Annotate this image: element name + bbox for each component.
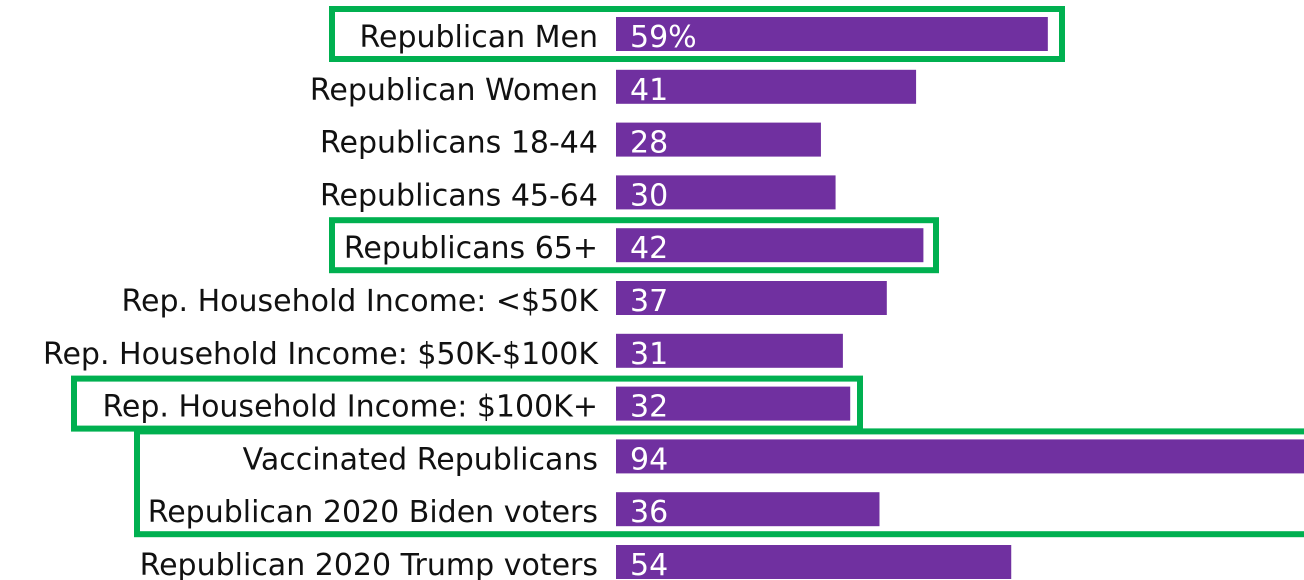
category-label-republicans-18-44: Republicans 18-44 [320, 126, 598, 161]
value-label-rep-household-income-100k: 32 [630, 390, 668, 425]
category-label-vaccinated-republicans: Vaccinated Republicans [243, 442, 598, 477]
highlight-box-1 [329, 6, 1065, 62]
value-label-rep-household-income-50k: 37 [630, 284, 668, 319]
category-label-rep-household-income-50k-100k: Rep. Household Income: $50K-$100K [43, 337, 599, 372]
value-label-republican-2020-trump-voters: 54 [630, 548, 668, 580]
value-label-republicans-65: 42 [630, 231, 668, 266]
category-labels: Republican Men Republican Women Republican… [43, 20, 599, 580]
highlight-boxes [71, 6, 1304, 538]
highlight-box-2 [329, 217, 939, 274]
category-label-republican-2020-trump-voters: Republican 2020 Trump voters [140, 548, 598, 580]
bar-rep-household-income-100k [616, 386, 851, 421]
bar-republicans-65 [616, 228, 924, 263]
category-label-republicans-65: Republicans 65+ [344, 231, 598, 266]
category-label-republican-women: Republican Women [310, 73, 598, 108]
bar-republicans-18-44 [616, 122, 821, 157]
value-label-vaccinated-republicans: 94 [630, 442, 668, 477]
category-label-rep-household-income-100k: Rep. Household Income: $100K+ [102, 390, 598, 425]
bar-republicans-45-64 [616, 175, 836, 210]
value-labels: 59% 41 28 30 42 37 31 32 94 36 54 [630, 20, 697, 580]
category-label-republican-men: Republican Men [359, 20, 598, 55]
bar-vaccinated-republicans [616, 439, 1304, 474]
bar-rep-household-income-50k [616, 281, 887, 315]
bar-republican-men [616, 17, 1048, 51]
bar-republican-2020-biden-voters [616, 492, 880, 527]
value-label-republican-women: 41 [630, 73, 668, 108]
bar-republican-women [616, 69, 917, 104]
value-label-republicans-45-64: 30 [630, 178, 668, 213]
category-label-republican-2020-biden-voters: Republican 2020 Biden voters [148, 495, 598, 530]
value-label-republicans-18-44: 28 [630, 126, 668, 161]
value-label-rep-household-income-50k-100k: 31 [630, 337, 668, 372]
bar-republican-2020-trump-voters [616, 545, 1012, 579]
value-label-republican-men: 59% [630, 20, 697, 55]
bars [616, 17, 1304, 579]
category-label-rep-household-income-50k: Rep. Household Income: <$50K [122, 284, 600, 319]
value-label-republican-2020-biden-voters: 36 [630, 495, 668, 530]
highlight-box-4 [134, 428, 1304, 538]
category-label-republicans-45-64: Republicans 45-64 [320, 178, 598, 213]
bar-rep-household-income-50k-100k [616, 333, 843, 368]
